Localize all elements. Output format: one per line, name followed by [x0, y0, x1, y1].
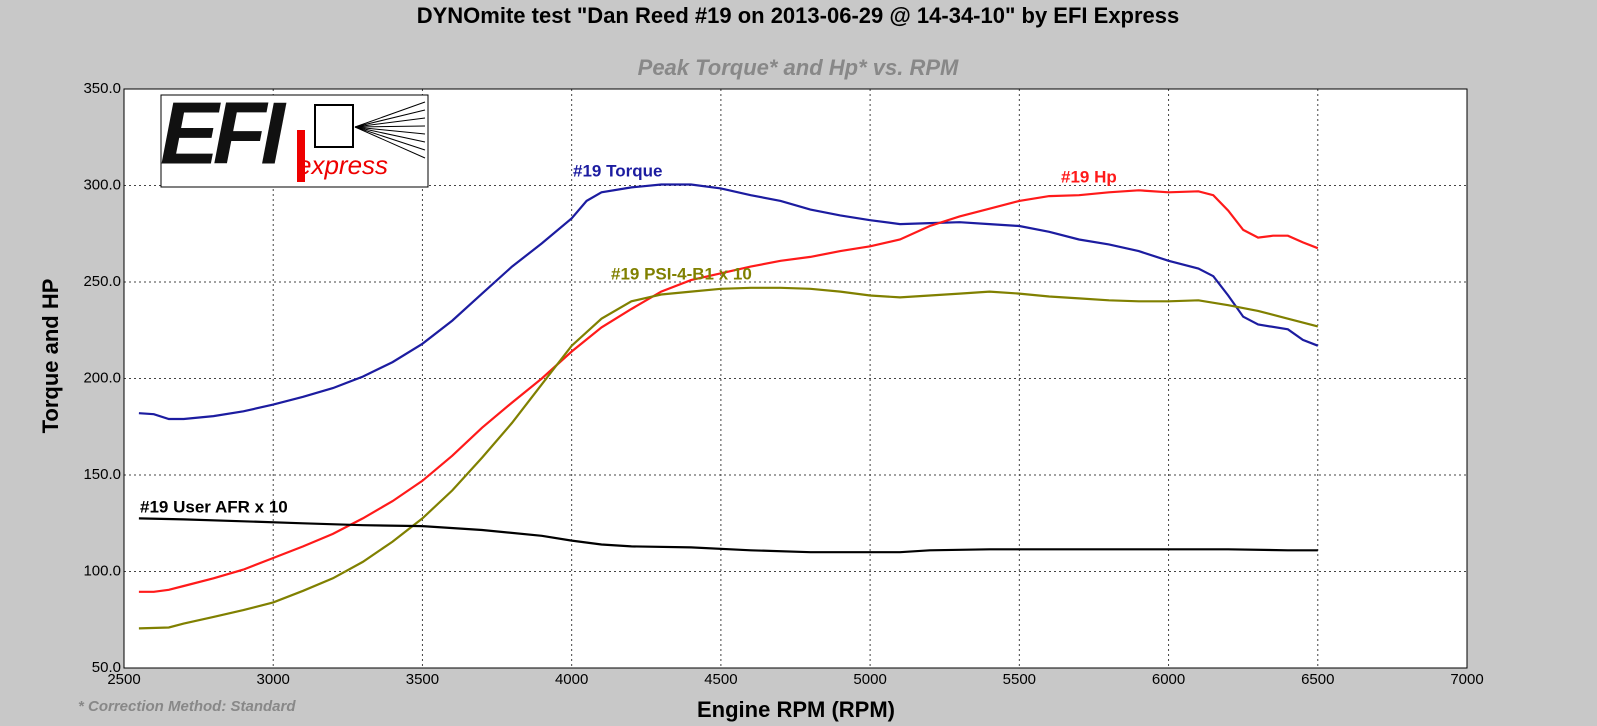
y-axis-label: Torque and HP — [38, 279, 63, 434]
y-tick-label: 350.0 — [83, 80, 121, 97]
logo-spray — [354, 125, 426, 128]
logo-spray — [354, 117, 426, 128]
plot-border — [123, 88, 1468, 669]
y-tick-label: 150.0 — [83, 466, 121, 483]
chart-title: DYNOmite test "Dan Reed #19 on 2013-06-2… — [417, 3, 1180, 28]
series-label: #19 User AFR x 10 — [140, 497, 288, 516]
y-tick-label: 300.0 — [83, 176, 121, 193]
x-tick-label: 5500 — [1003, 671, 1036, 688]
series-line — [138, 183, 1319, 421]
logo-spray — [354, 101, 426, 128]
y-tick-label: 200.0 — [83, 369, 121, 386]
y-tick-label: 100.0 — [83, 562, 121, 579]
x-tick-label: 3500 — [406, 671, 439, 688]
logo-spray — [354, 126, 426, 159]
logo-spray — [354, 126, 426, 151]
x-tick-label: 6500 — [1301, 671, 1334, 688]
plot-area: 50.0 100.0 150.0 200.0 250.0 300.0 350.0 2500 30… — [83, 80, 1483, 688]
logo-big-text: EFI — [160, 83, 286, 182]
logo-small-text: express — [297, 150, 388, 180]
footnote: * Correction Method: Standard — [78, 698, 296, 715]
y-tick-label: 50.0 — [92, 659, 121, 676]
x-tick-label: 5000 — [853, 671, 886, 688]
logo-spray — [354, 126, 426, 143]
x-tick-label: 2500 — [107, 671, 140, 688]
x-tick-label: 7000 — [1450, 671, 1483, 688]
series-line — [138, 517, 1318, 554]
y-tick-label: 250.0 — [83, 273, 121, 290]
x-tick-label: 6000 — [1152, 671, 1185, 688]
series-label: #19 Hp — [1061, 167, 1117, 186]
x-tick-label: 4500 — [704, 671, 737, 688]
x-tick-label: 4000 — [555, 671, 588, 688]
logo-spray — [354, 126, 426, 135]
x-axis-label: Engine RPM (RPM) — [697, 697, 895, 722]
logo-box — [160, 94, 429, 188]
logo-engine — [314, 104, 354, 148]
series-line — [138, 286, 1319, 630]
x-tick-label: 3000 — [257, 671, 290, 688]
series-label: #19 PSI-4-B1 x 10 — [611, 264, 752, 283]
logo: EFI express — [160, 83, 429, 188]
series-label: #19 Torque — [573, 161, 662, 180]
logo-spray — [354, 109, 426, 128]
series-line — [138, 189, 1319, 593]
chart-subtitle: Peak Torque* and Hp* vs. RPM — [638, 55, 959, 80]
logo-bar — [297, 130, 305, 182]
